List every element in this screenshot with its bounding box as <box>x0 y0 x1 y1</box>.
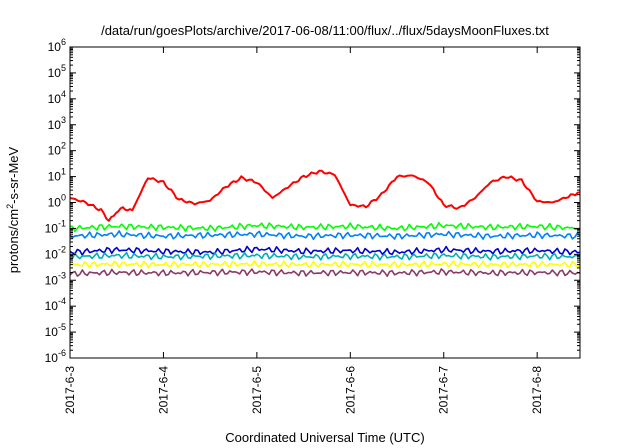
series-line-1 <box>69 169 581 222</box>
y-axis-title-base: protons/cm <box>6 209 21 273</box>
y-tick-label: 103 <box>48 115 66 132</box>
y-tick-label: 10-1 <box>45 218 66 235</box>
y-tick-label-base: 10 <box>45 351 59 365</box>
y-tick-label: 102 <box>48 141 66 158</box>
y-tick-label-base: 10 <box>48 196 62 210</box>
y-tick-label: 10-3 <box>45 270 66 287</box>
y-tick-label-base: 10 <box>48 40 62 54</box>
y-tick-label-base: 10 <box>48 66 62 80</box>
y-tick-label-base: 10 <box>45 247 59 261</box>
y-tick-label: 104 <box>48 89 66 106</box>
x-tick-label: 2017-6-8 <box>530 366 544 414</box>
y-tick-label-base: 10 <box>48 144 62 158</box>
plot-frame <box>69 46 581 359</box>
y-tick-label-base: 10 <box>45 221 59 235</box>
y-axis-title-sup: 2 <box>5 204 15 209</box>
y-tick-label-base: 10 <box>48 170 62 184</box>
y-tick-label-exp: 2 <box>61 141 66 151</box>
series-line-7 <box>69 268 581 278</box>
y-tick-label-exp: 6 <box>61 37 66 47</box>
x-tick-label: 2017-6-5 <box>250 366 264 414</box>
chart-title: /data/run/goesPlots/archive/2017-06-08/1… <box>101 23 549 38</box>
x-tick-label: 2017-6-3 <box>63 366 77 414</box>
y-tick-label-exp: 1 <box>61 167 66 177</box>
series-layer <box>69 169 581 278</box>
x-axis: 2017-6-3 2017-6-4 2017-6-5 2017-6-6 2017-6-7… <box>63 47 544 414</box>
series-line-5 <box>69 251 581 261</box>
y-tick-label-exp: -3 <box>58 270 66 280</box>
y-tick-label-exp: -6 <box>58 348 66 358</box>
y-tick-label-base: 10 <box>48 92 62 106</box>
x-tick-label: 2017-6-7 <box>437 366 451 414</box>
y-axis-title-rest: -s-sr-MeV <box>6 146 21 203</box>
y-axis-title: protons/cm2-s-sr-MeV <box>5 146 21 273</box>
series-line-4 <box>69 245 581 256</box>
y-tick-label-exp: 0 <box>61 193 66 203</box>
y-tick-label: 100 <box>48 193 66 210</box>
y-tick-label-exp: 4 <box>61 89 66 99</box>
y-tick-label: 101 <box>48 167 66 184</box>
y-tick-label: 10-5 <box>45 322 66 339</box>
y-tick-label-exp: -2 <box>58 244 66 254</box>
y-tick-label-base: 10 <box>48 118 62 132</box>
y-tick-label-base: 10 <box>45 273 59 287</box>
y-tick-label: 10-6 <box>45 348 66 365</box>
y-tick-label-exp: 5 <box>61 63 66 73</box>
y-tick-label: 105 <box>48 63 66 80</box>
y-tick-label-exp: -1 <box>58 218 66 228</box>
x-tick-label: 2017-6-4 <box>156 366 170 414</box>
x-axis-title: Coordinated Universal Time (UTC) <box>225 430 424 445</box>
y-tick-label: 10-2 <box>45 244 66 261</box>
x-tick-label: 2017-6-6 <box>343 366 357 414</box>
y-tick-label-base: 10 <box>45 325 59 339</box>
y-tick-label-base: 10 <box>45 299 59 313</box>
y-axis: 10-610-510-410-310-210-11001011021031041… <box>45 37 580 365</box>
y-tick-label-exp: -5 <box>58 322 66 332</box>
y-tick-label: 10-4 <box>45 296 66 313</box>
series-line-3 <box>69 230 581 241</box>
y-tick-label-exp: -4 <box>58 296 66 306</box>
y-tick-label-exp: 3 <box>61 115 66 125</box>
series-line-2 <box>69 221 581 233</box>
y-tick-label: 106 <box>48 37 66 54</box>
series-line-6 <box>69 260 581 269</box>
